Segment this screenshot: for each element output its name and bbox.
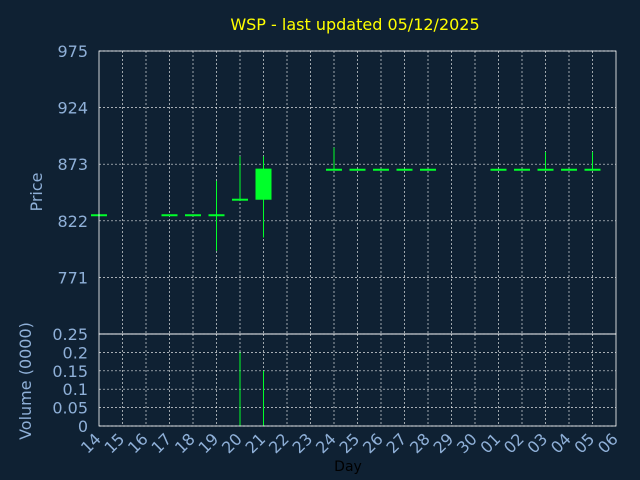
price-tick-label: 822 [57,212,88,231]
candle-body [349,168,366,171]
volume-tick-label: 0.1 [63,380,88,399]
volume-marks [239,352,264,426]
candle-body [420,168,436,171]
candle-body [490,168,507,171]
volume-tick-label: 0 [78,417,88,436]
price-marks [91,147,601,251]
price-tick-label: 873 [57,155,88,174]
volume-tick-label: 0.2 [63,343,88,362]
candle-body [537,168,554,171]
price-axis-label: Price [27,172,46,211]
volume-axis-label: Volume (0000) [16,322,35,440]
candle-body [584,168,601,171]
candle-body [208,214,225,217]
price-tick-label: 975 [57,42,88,61]
price-y-ticks: 771 822 873 924 975 [57,42,88,287]
candle-body [373,168,389,171]
x-axis-label: Day [334,459,362,475]
price-tick-label: 771 [57,268,88,287]
volume-tick-label: 0.05 [52,399,88,418]
candle-body [326,168,342,171]
volume-frame [98,333,617,427]
candle-body [185,214,201,217]
candle-body [232,198,248,201]
chart-title: WSP - last updated 05/12/2025 [230,15,479,34]
candle-body [514,168,530,171]
volume-tick-label: 0.25 [52,325,88,344]
candle-body [396,168,413,171]
volume-tick-label: 0.15 [52,362,88,381]
volume-y-ticks: 00.050.10.150.20.25 [52,325,88,436]
candle-body [561,168,577,171]
candle-body [161,214,178,217]
candle-body [255,168,272,200]
x-ticks: 1415161718192021222324252627282930010203… [77,429,622,457]
price-tick-label: 924 [57,99,88,118]
